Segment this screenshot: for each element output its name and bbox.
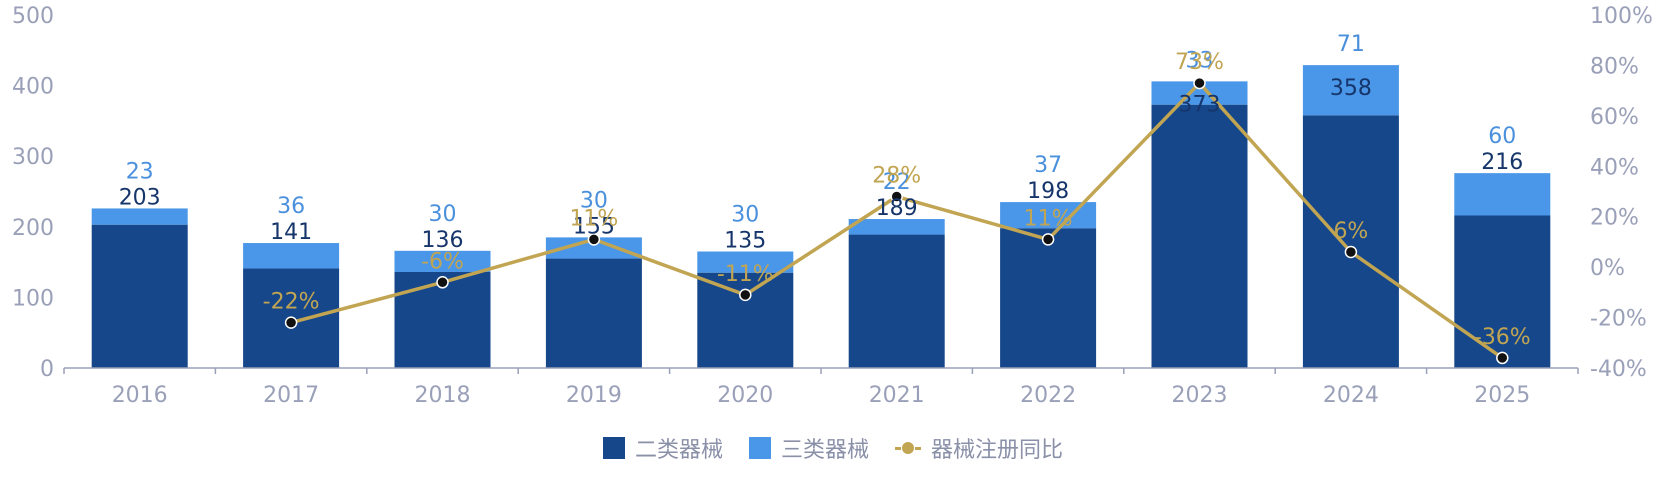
label-class2: 203 [119, 185, 161, 210]
x-tick-label: 2023 [1172, 383, 1228, 408]
y-right-tick-label: 40% [1590, 155, 1639, 180]
x-tick-label: 2020 [717, 383, 773, 408]
yoy-point [1041, 233, 1055, 246]
x-tick-label: 2017 [263, 383, 319, 408]
label-yoy: 6% [1333, 219, 1368, 244]
bar-class3 [697, 251, 794, 273]
label-class2: 135 [724, 229, 766, 254]
label-yoy: -11% [717, 262, 774, 287]
yoy-point [890, 190, 903, 203]
y-right-tick-label: -40% [1590, 357, 1647, 382]
yoy-point [739, 288, 752, 302]
label-class3: 33 [1186, 48, 1214, 73]
y-right-tick-label: 100% [1590, 4, 1653, 29]
legend-item: 三类器械 [748, 432, 869, 464]
bar-class3 [1454, 173, 1551, 216]
label-yoy: -22% [263, 290, 320, 315]
legend-line-marker-icon [895, 437, 921, 459]
x-tick-label: 2022 [1020, 383, 1076, 408]
y-right-tick-label: 20% [1590, 206, 1639, 231]
legend-label: 器械注册同比 [931, 438, 1064, 463]
legend-swatch [748, 437, 771, 459]
yoy-point [587, 233, 601, 246]
label-yoy: -6% [421, 249, 464, 274]
y-right-tick-label: 80% [1590, 54, 1639, 79]
y-left-tick-label: 100 [12, 286, 54, 311]
label-yoy: 11% [569, 206, 618, 231]
label-class3: 36 [277, 194, 305, 219]
legend-label: 二类器械 [634, 438, 723, 463]
label-yoy: 28% [872, 164, 921, 189]
bar-class3 [91, 208, 188, 225]
label-class3: 71 [1337, 32, 1365, 57]
label-class3: 30 [580, 188, 608, 213]
label-class2: 189 [876, 196, 918, 221]
combo-chart: 0 100 200 300 400 500 -40% -20% 0% 20% 40% 60% 80% 10… [12, 4, 1653, 408]
label-class2: 358 [1330, 76, 1372, 101]
yoy-point [1344, 245, 1358, 259]
bar-class2 [545, 258, 642, 368]
bar-class3 [545, 237, 642, 259]
legend-item: 二类器械 [602, 432, 723, 464]
label-class2: 155 [573, 214, 615, 239]
bar-class3 [848, 219, 945, 235]
bar-class2 [1000, 228, 1097, 368]
y-right-tick-label: -20% [1590, 307, 1647, 332]
bar-class2 [697, 272, 794, 368]
label-class3: 37 [1034, 153, 1062, 178]
label-yoy: -36% [1474, 325, 1531, 350]
bar-class3 [1302, 65, 1399, 116]
yoy-point [1193, 76, 1206, 90]
label-class3: 60 [1488, 124, 1516, 149]
bar-class2 [1302, 115, 1399, 368]
bar-class3 [243, 243, 340, 269]
bar-class2 [1151, 104, 1248, 369]
x-tick-label: 2016 [112, 383, 168, 408]
label-class3: 30 [731, 203, 759, 228]
legend: 二类器械 三类器械 器械注册同比 [0, 432, 1666, 464]
yoy-point [436, 276, 449, 289]
label-class3: 30 [429, 202, 457, 227]
bar-class2 [91, 224, 188, 368]
label-class3: 22 [883, 170, 911, 195]
label-class2: 198 [1027, 179, 1069, 204]
label-class2: 373 [1179, 92, 1221, 117]
yoy-point [1496, 351, 1509, 365]
y-left-tick-label: 400 [12, 75, 54, 100]
x-tick-label: 2024 [1323, 383, 1379, 408]
label-yoy: 73% [1175, 50, 1224, 75]
x-tick-label: 2021 [869, 383, 925, 408]
x-tick-label: 2025 [1474, 383, 1530, 408]
bar-class3 [394, 250, 491, 272]
label-class2: 216 [1481, 150, 1523, 175]
y-right-tick-label: 60% [1590, 105, 1639, 130]
legend-swatch [602, 437, 625, 459]
label-class2: 136 [422, 228, 464, 253]
bar-class2 [1454, 215, 1551, 368]
legend-item: 器械注册同比 [895, 432, 1063, 464]
legend-label: 三类器械 [780, 438, 869, 463]
y-left-tick-label: 500 [12, 4, 54, 29]
y-left-tick-label: 300 [12, 145, 54, 170]
y-left-tick-label: 200 [12, 216, 54, 241]
label-class3: 23 [126, 159, 154, 184]
bar-class2 [848, 234, 945, 368]
x-tick-label: 2019 [566, 383, 622, 408]
y-left-tick-label: 0 [40, 357, 54, 382]
label-yoy: 11% [1024, 206, 1073, 231]
bar-class3 [1151, 81, 1248, 105]
yoy-point [284, 316, 298, 329]
y-right-tick-label: 0% [1590, 256, 1625, 281]
label-class2: 141 [270, 220, 312, 245]
x-tick-label: 2018 [415, 383, 471, 408]
